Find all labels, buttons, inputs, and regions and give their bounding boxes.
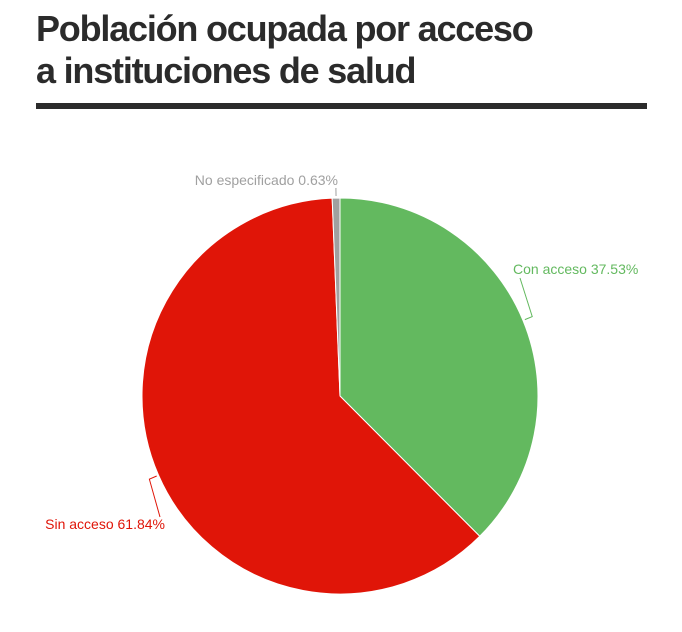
label-connector xyxy=(148,475,161,518)
slice-label-value: 61.84% xyxy=(118,516,165,532)
chart-title: Población ocupada por acceso a instituci… xyxy=(36,8,534,91)
slice-label-name: Sin acceso xyxy=(45,516,114,532)
slice-label-name: Con acceso xyxy=(513,261,587,277)
slice-label: Sin acceso 61.84% xyxy=(45,516,165,532)
title-box: Población ocupada por acceso a instituci… xyxy=(36,8,534,91)
pie-slice xyxy=(331,197,341,397)
slice-label: Con acceso 37.53% xyxy=(513,261,638,277)
slice-label-value: 0.63% xyxy=(298,172,338,188)
pie-slice xyxy=(339,197,539,537)
label-connector xyxy=(519,277,533,321)
slice-label: No especificado 0.63% xyxy=(195,172,338,188)
title-rule xyxy=(36,103,647,109)
slice-label-value: 37.53% xyxy=(591,261,638,277)
pie-slice xyxy=(141,197,481,595)
slice-label-name: No especificado xyxy=(195,172,295,188)
